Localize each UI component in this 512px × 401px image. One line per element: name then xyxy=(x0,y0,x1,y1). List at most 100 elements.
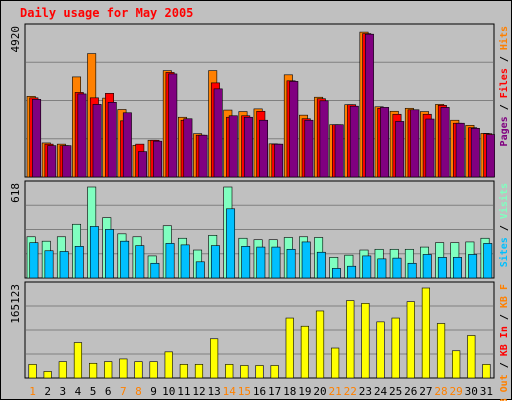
bar-sites-day-30 xyxy=(468,254,478,279)
legend-entry: KB In xyxy=(499,326,510,356)
legend-entry: / xyxy=(499,50,510,68)
legend: Pages / Files / Hits xyxy=(498,26,510,146)
bar-pages-day-23 xyxy=(364,33,374,178)
bar-sites-day-3 xyxy=(59,251,69,279)
bar-pages-day-1 xyxy=(32,99,42,178)
day-label: 12 xyxy=(192,385,205,398)
bar-kb-in-day-24 xyxy=(376,321,385,379)
bar-sites-day-4 xyxy=(74,246,84,279)
bar-sites-day-27 xyxy=(422,254,432,279)
day-label: 1 xyxy=(29,385,36,398)
bar-pages-day-14 xyxy=(228,115,238,178)
legend: Sites / Visits xyxy=(498,183,510,267)
series-pages xyxy=(32,33,495,178)
bar-pages-day-13 xyxy=(213,88,223,178)
bar-pages-day-6 xyxy=(107,102,117,178)
bar-kb-in-day-2 xyxy=(43,371,52,379)
series-kb-in xyxy=(28,287,491,379)
day-label: 18 xyxy=(283,385,296,398)
bar-sites-day-5 xyxy=(89,226,99,279)
bar-kb-in-day-28 xyxy=(436,323,446,379)
panel-visits_sites: 618 Sites / Visits xyxy=(9,180,510,279)
bar-pages-day-9 xyxy=(153,140,163,178)
bar-sites-day-7 xyxy=(120,240,130,279)
day-label: 20 xyxy=(313,385,326,398)
legend-entry: / xyxy=(499,219,510,237)
bar-kb-in-day-12 xyxy=(194,364,204,379)
legend-entry: Pages xyxy=(499,116,510,146)
day-label: 23 xyxy=(359,385,372,398)
bar-sites-day-20 xyxy=(316,251,326,279)
bar-kb-in-day-5 xyxy=(88,362,98,379)
day-label: 2 xyxy=(44,385,51,398)
bar-kb-in-day-9 xyxy=(149,361,158,379)
bar-pages-day-12 xyxy=(198,134,208,178)
day-label: 5 xyxy=(90,385,97,398)
day-label: 4 xyxy=(75,385,82,398)
bar-sites-day-23 xyxy=(362,255,372,279)
ymax-label: 4920 xyxy=(9,26,22,53)
bar-kb-in-day-8 xyxy=(134,361,143,379)
bar-pages-day-17 xyxy=(274,143,284,178)
bar-sites-day-24 xyxy=(377,258,387,279)
legend-entry: Files xyxy=(498,68,510,98)
bar-pages-day-24 xyxy=(380,107,390,178)
ymax-label: 618 xyxy=(9,183,22,203)
bar-kb-in-day-29 xyxy=(452,350,461,379)
bar-pages-day-7 xyxy=(122,112,132,178)
bar-sites-day-1 xyxy=(29,242,39,279)
day-label: 17 xyxy=(268,385,281,398)
day-label: 13 xyxy=(207,385,220,398)
legend-entry: Hits xyxy=(498,26,510,50)
legend-entry: Visits xyxy=(498,183,510,219)
bar-kb-in-day-4 xyxy=(73,342,83,379)
legend: KB Out / KB In / KB F xyxy=(499,284,510,401)
bar-kb-in-day-10 xyxy=(164,351,173,379)
bar-kb-in-day-17 xyxy=(270,365,279,379)
bar-sites-day-11 xyxy=(180,244,190,279)
legend-entry: Sites xyxy=(498,237,510,267)
bar-kb-in-day-20 xyxy=(315,310,325,379)
day-label: 29 xyxy=(450,385,463,398)
bar-sites-day-25 xyxy=(392,257,402,279)
bar-sites-day-8 xyxy=(135,245,145,279)
legend-entry: / xyxy=(499,308,510,326)
bar-sites-day-26 xyxy=(407,262,417,279)
bar-sites-day-18 xyxy=(286,248,296,279)
bar-sites-day-28 xyxy=(437,257,447,279)
bar-pages-day-8 xyxy=(138,151,147,178)
day-label: 30 xyxy=(465,385,478,398)
day-label: 22 xyxy=(344,385,357,398)
day-label: 31 xyxy=(480,385,493,398)
day-label: 19 xyxy=(298,385,311,398)
bar-kb-in-day-26 xyxy=(406,301,415,379)
legend-entry: / xyxy=(499,356,510,374)
bar-sites-day-15 xyxy=(241,246,251,279)
day-label: 9 xyxy=(150,385,157,398)
day-label: 6 xyxy=(105,385,112,398)
bar-sites-day-17 xyxy=(271,246,281,279)
bar-sites-day-31 xyxy=(483,243,493,279)
bar-sites-day-19 xyxy=(301,241,311,279)
bar-kb-in-day-7 xyxy=(119,358,128,379)
bar-kb-in-day-6 xyxy=(104,361,113,379)
chart-title: Daily usage for May 2005 xyxy=(20,6,193,20)
bar-pages-day-18 xyxy=(289,81,299,178)
bar-kb-in-day-3 xyxy=(58,361,67,379)
bar-pages-day-27 xyxy=(425,118,435,178)
series-sites xyxy=(29,208,493,279)
day-label: 28 xyxy=(434,385,447,398)
day-label: 3 xyxy=(60,385,67,398)
bar-pages-day-31 xyxy=(486,134,495,178)
ymax-label: 165123 xyxy=(9,284,22,324)
bar-pages-day-3 xyxy=(62,145,72,178)
day-label: 26 xyxy=(404,385,417,398)
bar-kb-in-day-14 xyxy=(225,364,234,379)
day-axis: 1 2 3 4 5 6 7 8 9 10 11 12 13 14 15 16 17 18 19 20 21 22 23 24 2… xyxy=(29,385,493,398)
bar-pages-day-22 xyxy=(349,105,359,178)
bar-pages-day-11 xyxy=(183,118,193,178)
bar-sites-day-29 xyxy=(453,257,462,279)
day-label: 10 xyxy=(162,385,175,398)
bar-sites-day-21 xyxy=(332,268,341,279)
